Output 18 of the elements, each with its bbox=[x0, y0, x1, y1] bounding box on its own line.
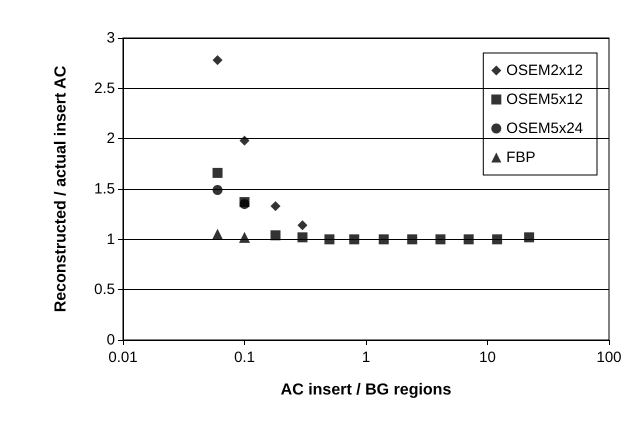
y-tick-label: 0.5 bbox=[94, 281, 115, 298]
y-tick-label: 3 bbox=[106, 30, 115, 46]
y-tick-label: 1 bbox=[106, 230, 115, 248]
x-tick-label: 1 bbox=[362, 349, 370, 366]
y-tick-label: 1.5 bbox=[94, 180, 115, 198]
legend-label: OSEM5x24 bbox=[506, 120, 584, 137]
x-axis-title: AC insert / BG regions bbox=[280, 382, 452, 398]
x-tick-label: 0.1 bbox=[234, 349, 255, 366]
y-axis-title: Reconstructed / actual insert AC bbox=[52, 65, 70, 312]
x-tick-label: 10 bbox=[479, 349, 496, 366]
legend-label: OSEM2x12 bbox=[506, 62, 584, 79]
y-tick-label: 0 bbox=[106, 332, 115, 348]
legend-label: OSEM5x12 bbox=[506, 91, 584, 108]
y-tick-label: 2 bbox=[106, 130, 115, 148]
legend-label: FBP bbox=[506, 149, 536, 166]
y-tick-label: 2.5 bbox=[94, 80, 115, 97]
x-tick-label: 100 bbox=[596, 349, 622, 366]
x-tick-label: 0.01 bbox=[108, 349, 138, 366]
